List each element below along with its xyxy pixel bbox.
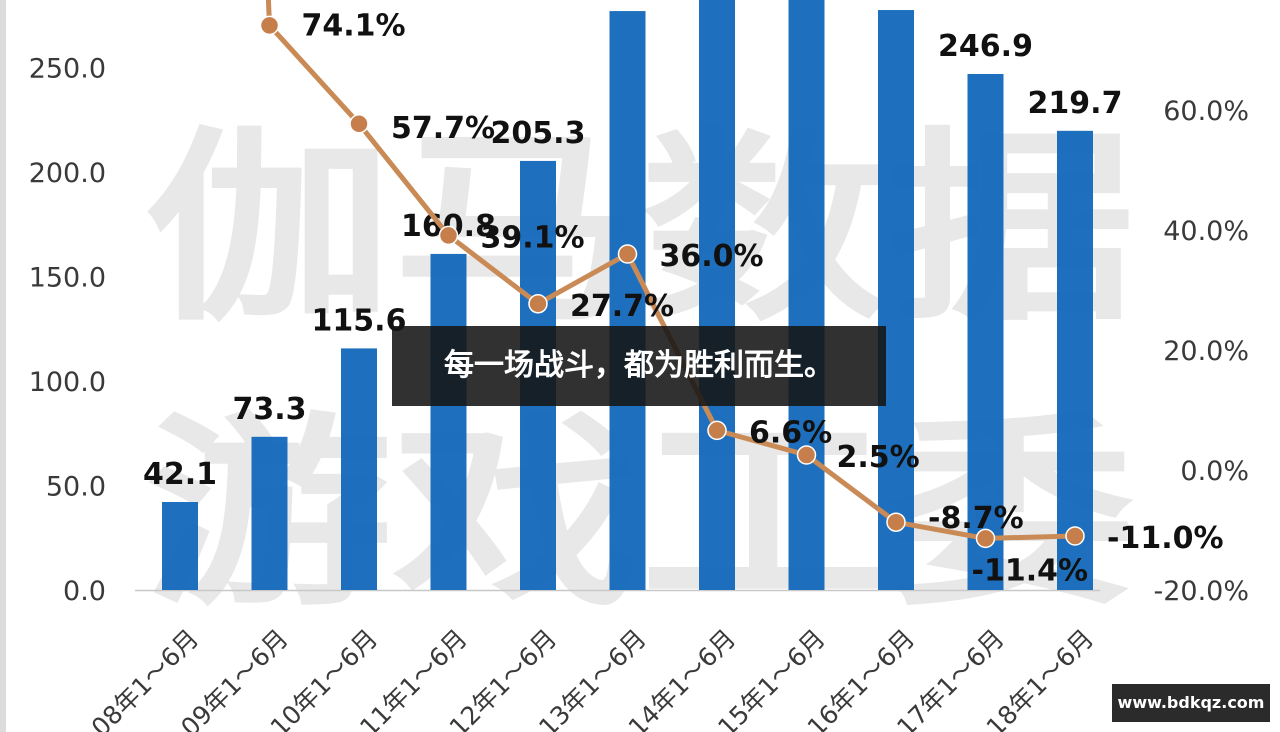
- growth-value-label: 39.1%: [481, 220, 585, 255]
- site-badge[interactable]: www.bdkqz.com: [1112, 684, 1270, 722]
- bar: [251, 436, 288, 590]
- growth-marker: [975, 528, 996, 549]
- bar-value-label: 246.9: [938, 29, 1033, 64]
- growth-value-label: 57.7%: [391, 111, 495, 146]
- y-left-tick-label: 0.0: [63, 576, 106, 607]
- y-left-tick-label: 50.0: [46, 472, 106, 503]
- y-left-tick-label: 250.0: [29, 54, 106, 85]
- growth-value-label: 2.5%: [837, 440, 920, 475]
- bar: [699, 0, 735, 590]
- growth-marker: [259, 15, 280, 36]
- bar: [878, 10, 914, 590]
- growth-value-label: -11.4%: [972, 553, 1089, 588]
- y-right-tick-label: 0.0%: [1180, 456, 1249, 487]
- growth-marker: [528, 294, 548, 314]
- caption-banner: 每一场战斗，都为胜利而生。: [392, 326, 886, 406]
- growth-value-label: -11.0%: [1107, 521, 1224, 556]
- growth-value-label: 27.7%: [570, 289, 674, 324]
- bar: [430, 253, 467, 591]
- y-right-tick-label: 60.0%: [1163, 96, 1249, 127]
- growth-value-label: 36.0%: [660, 239, 764, 274]
- bar-value-label: 205.3: [491, 116, 586, 151]
- bar: [967, 73, 1004, 590]
- growth-marker: [617, 244, 638, 264]
- bar-value-label: 73.3: [232, 392, 306, 427]
- growth-marker: [707, 420, 727, 441]
- bar: [1057, 130, 1093, 590]
- bar: [609, 11, 646, 590]
- growth-marker: [438, 225, 459, 246]
- y-left-tick-label: 200.0: [29, 158, 106, 189]
- y-left-tick-label: 100.0: [29, 367, 106, 398]
- growth-marker: [1065, 526, 1085, 546]
- growth-marker: [796, 445, 817, 465]
- y-right-tick-label: 20.0%: [1163, 336, 1249, 367]
- bar: [162, 502, 198, 590]
- y-right-tick-label: 40.0%: [1163, 216, 1249, 247]
- growth-value-label: -8.7%: [928, 501, 1024, 536]
- bar: [788, 0, 825, 590]
- bar-value-label: 219.7: [1028, 86, 1123, 121]
- y-left-tick-label: 150.0: [29, 263, 106, 294]
- bar-value-label: 115.6: [312, 303, 407, 338]
- growth-value-label: 74.1%: [302, 8, 406, 43]
- bar: [341, 348, 377, 590]
- growth-value-label: 6.6%: [749, 415, 832, 450]
- bar-value-label: 42.1: [143, 457, 217, 492]
- growth-marker: [349, 114, 369, 134]
- growth-marker: [886, 512, 906, 532]
- y-right-tick-label: -20.0%: [1153, 576, 1249, 607]
